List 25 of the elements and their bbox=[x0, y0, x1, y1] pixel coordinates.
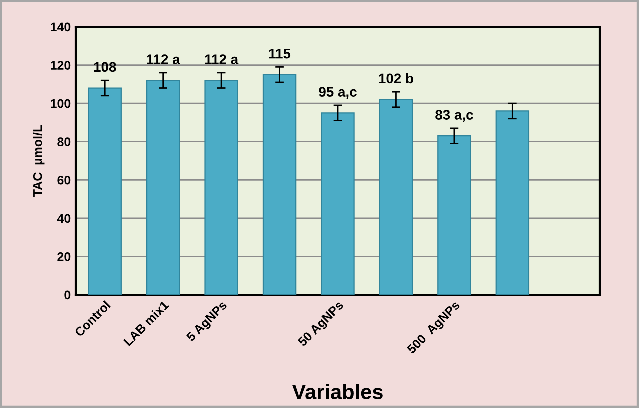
bar bbox=[379, 99, 414, 295]
y-tick-label: 120 bbox=[51, 61, 71, 70]
bar bbox=[146, 80, 180, 295]
y-tick-label: 100 bbox=[51, 99, 71, 108]
x-axis-title: Variables bbox=[292, 384, 383, 400]
y-tick-label: 80 bbox=[58, 138, 71, 147]
y-axis-title: TAC µmol/L bbox=[33, 125, 45, 197]
data-label: 115 bbox=[269, 49, 291, 59]
data-label: 112 a bbox=[147, 54, 180, 64]
data-label: 83 a,c bbox=[436, 110, 474, 122]
data-label: 108 bbox=[94, 62, 116, 72]
data-label: 95 a,c bbox=[319, 87, 357, 100]
bar bbox=[262, 74, 297, 295]
data-label: 102 b bbox=[379, 73, 414, 84]
bar bbox=[438, 136, 472, 295]
y-tick-label: 20 bbox=[58, 252, 71, 262]
bar bbox=[496, 110, 530, 295]
y-tick-label: 140 bbox=[51, 22, 71, 32]
bar bbox=[204, 80, 238, 295]
y-tick-label: 40 bbox=[57, 214, 71, 224]
y-tick-label: 60 bbox=[58, 176, 71, 185]
data-label: 112 a bbox=[205, 54, 239, 64]
bar bbox=[88, 88, 122, 295]
bar bbox=[321, 112, 355, 295]
y-tick-label: 0 bbox=[64, 290, 71, 300]
